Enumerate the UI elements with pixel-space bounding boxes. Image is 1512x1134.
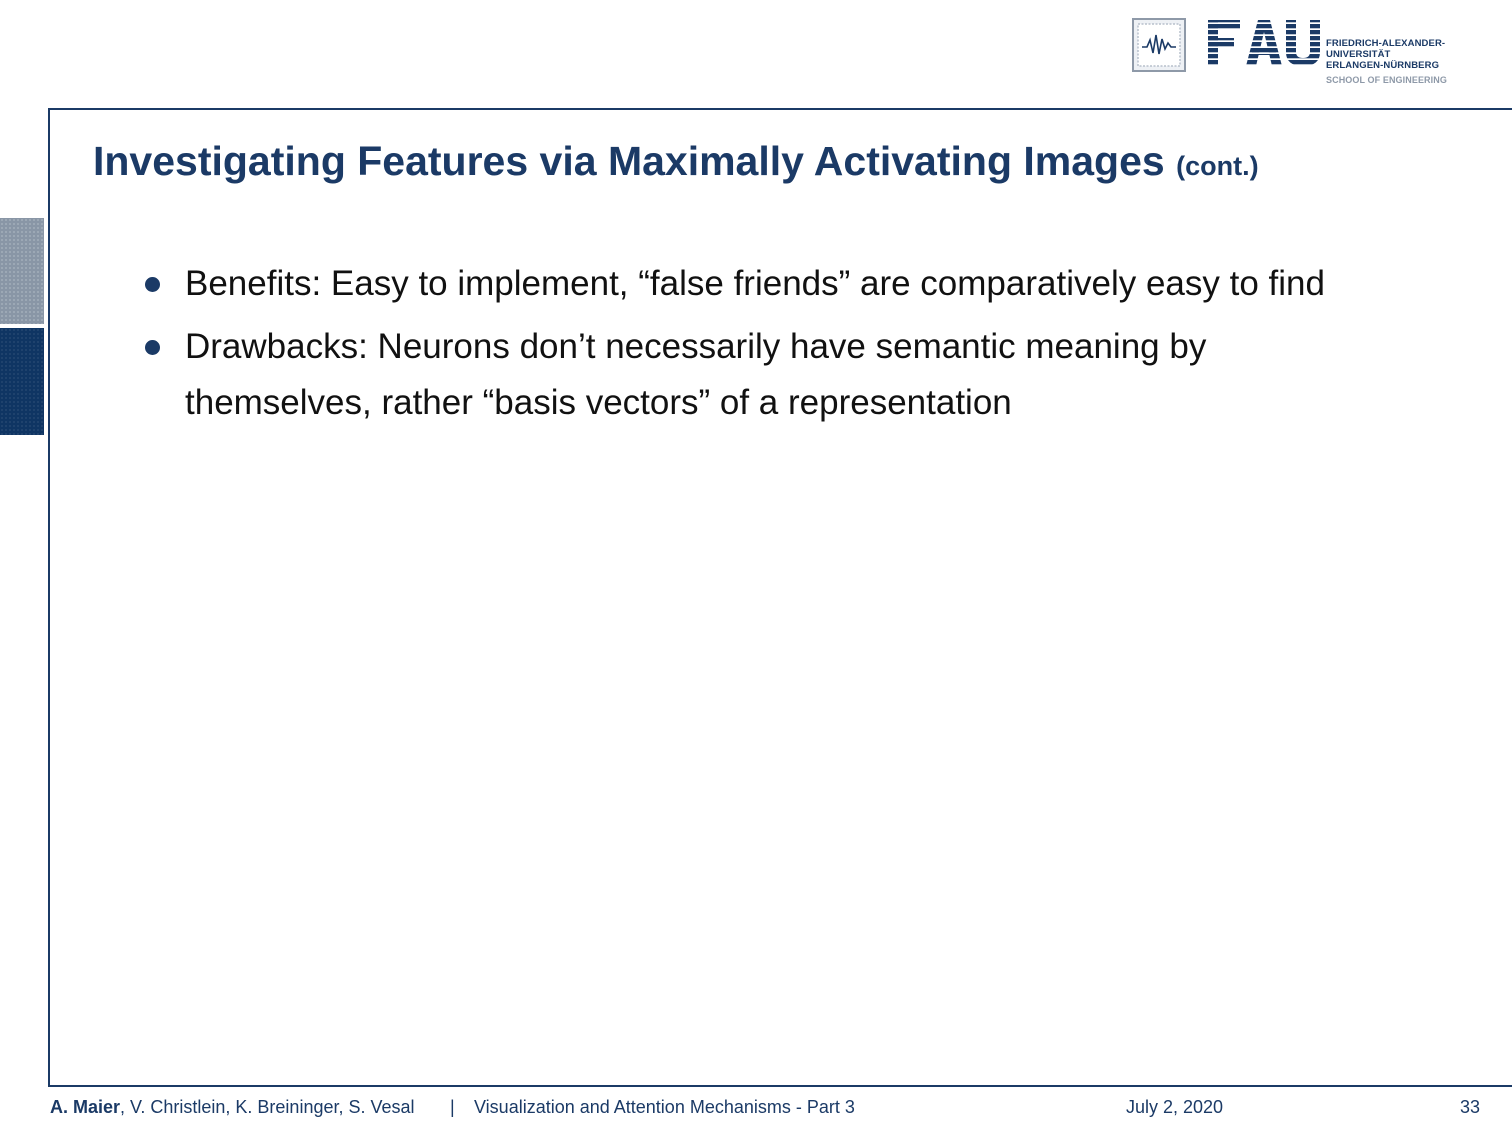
bullet-icon xyxy=(145,277,160,292)
footer-date: July 2, 2020 xyxy=(1126,1097,1224,1117)
slide-title-text: Investigating Features via Maximally Act… xyxy=(93,138,1165,184)
slide-title: Investigating Features via Maximally Act… xyxy=(93,136,1259,191)
slide-footer: A. Maier, V. Christlein, K. Breininger, … xyxy=(0,1096,1512,1120)
header-logos: FRIEDRICH-ALEXANDER- UNIVERSITÄT ERLANGE… xyxy=(1132,18,1472,88)
fau-wordmark-logo xyxy=(1208,20,1320,66)
bullet-text: Drawbacks: Neurons don’t necessarily hav… xyxy=(185,327,1207,422)
section-tab-current[interactable] xyxy=(0,328,44,435)
page-number: 33 xyxy=(1459,1097,1480,1117)
university-line: FRIEDRICH-ALEXANDER- xyxy=(1326,38,1446,49)
bullet-text: Benefits: Easy to implement, “false frie… xyxy=(185,264,1325,303)
bullet-item-drawbacks: Drawbacks: Neurons don’t necessarily hav… xyxy=(140,319,1440,431)
school-name: SCHOOL OF ENGINEERING xyxy=(1326,75,1447,85)
bullet-icon xyxy=(145,340,160,355)
co-authors: , V. Christlein, K. Breininger, S. Vesal xyxy=(120,1097,415,1117)
university-line: ERLANGEN-NÜRNBERG xyxy=(1326,60,1440,71)
footer-authors: A. Maier, V. Christlein, K. Breininger, … xyxy=(50,1096,415,1118)
slide-title-suffix: (cont.) xyxy=(1176,151,1259,181)
footer-lecture-title: Visualization and Attention Mechanisms -… xyxy=(474,1097,855,1117)
lead-author: A. Maier xyxy=(50,1097,121,1117)
slide-frame xyxy=(48,108,1512,1087)
footer-separator: | xyxy=(450,1097,455,1117)
bullet-item-benefits: Benefits: Easy to implement, “false frie… xyxy=(140,256,1440,312)
waveform-seal-icon xyxy=(1132,18,1186,72)
section-tab-previous[interactable] xyxy=(0,218,44,324)
university-line: UNIVERSITÄT xyxy=(1326,49,1391,60)
bullet-list: Benefits: Easy to implement, “false frie… xyxy=(140,256,1440,438)
university-name: FRIEDRICH-ALEXANDER- UNIVERSITÄT ERLANGE… xyxy=(1326,38,1445,71)
